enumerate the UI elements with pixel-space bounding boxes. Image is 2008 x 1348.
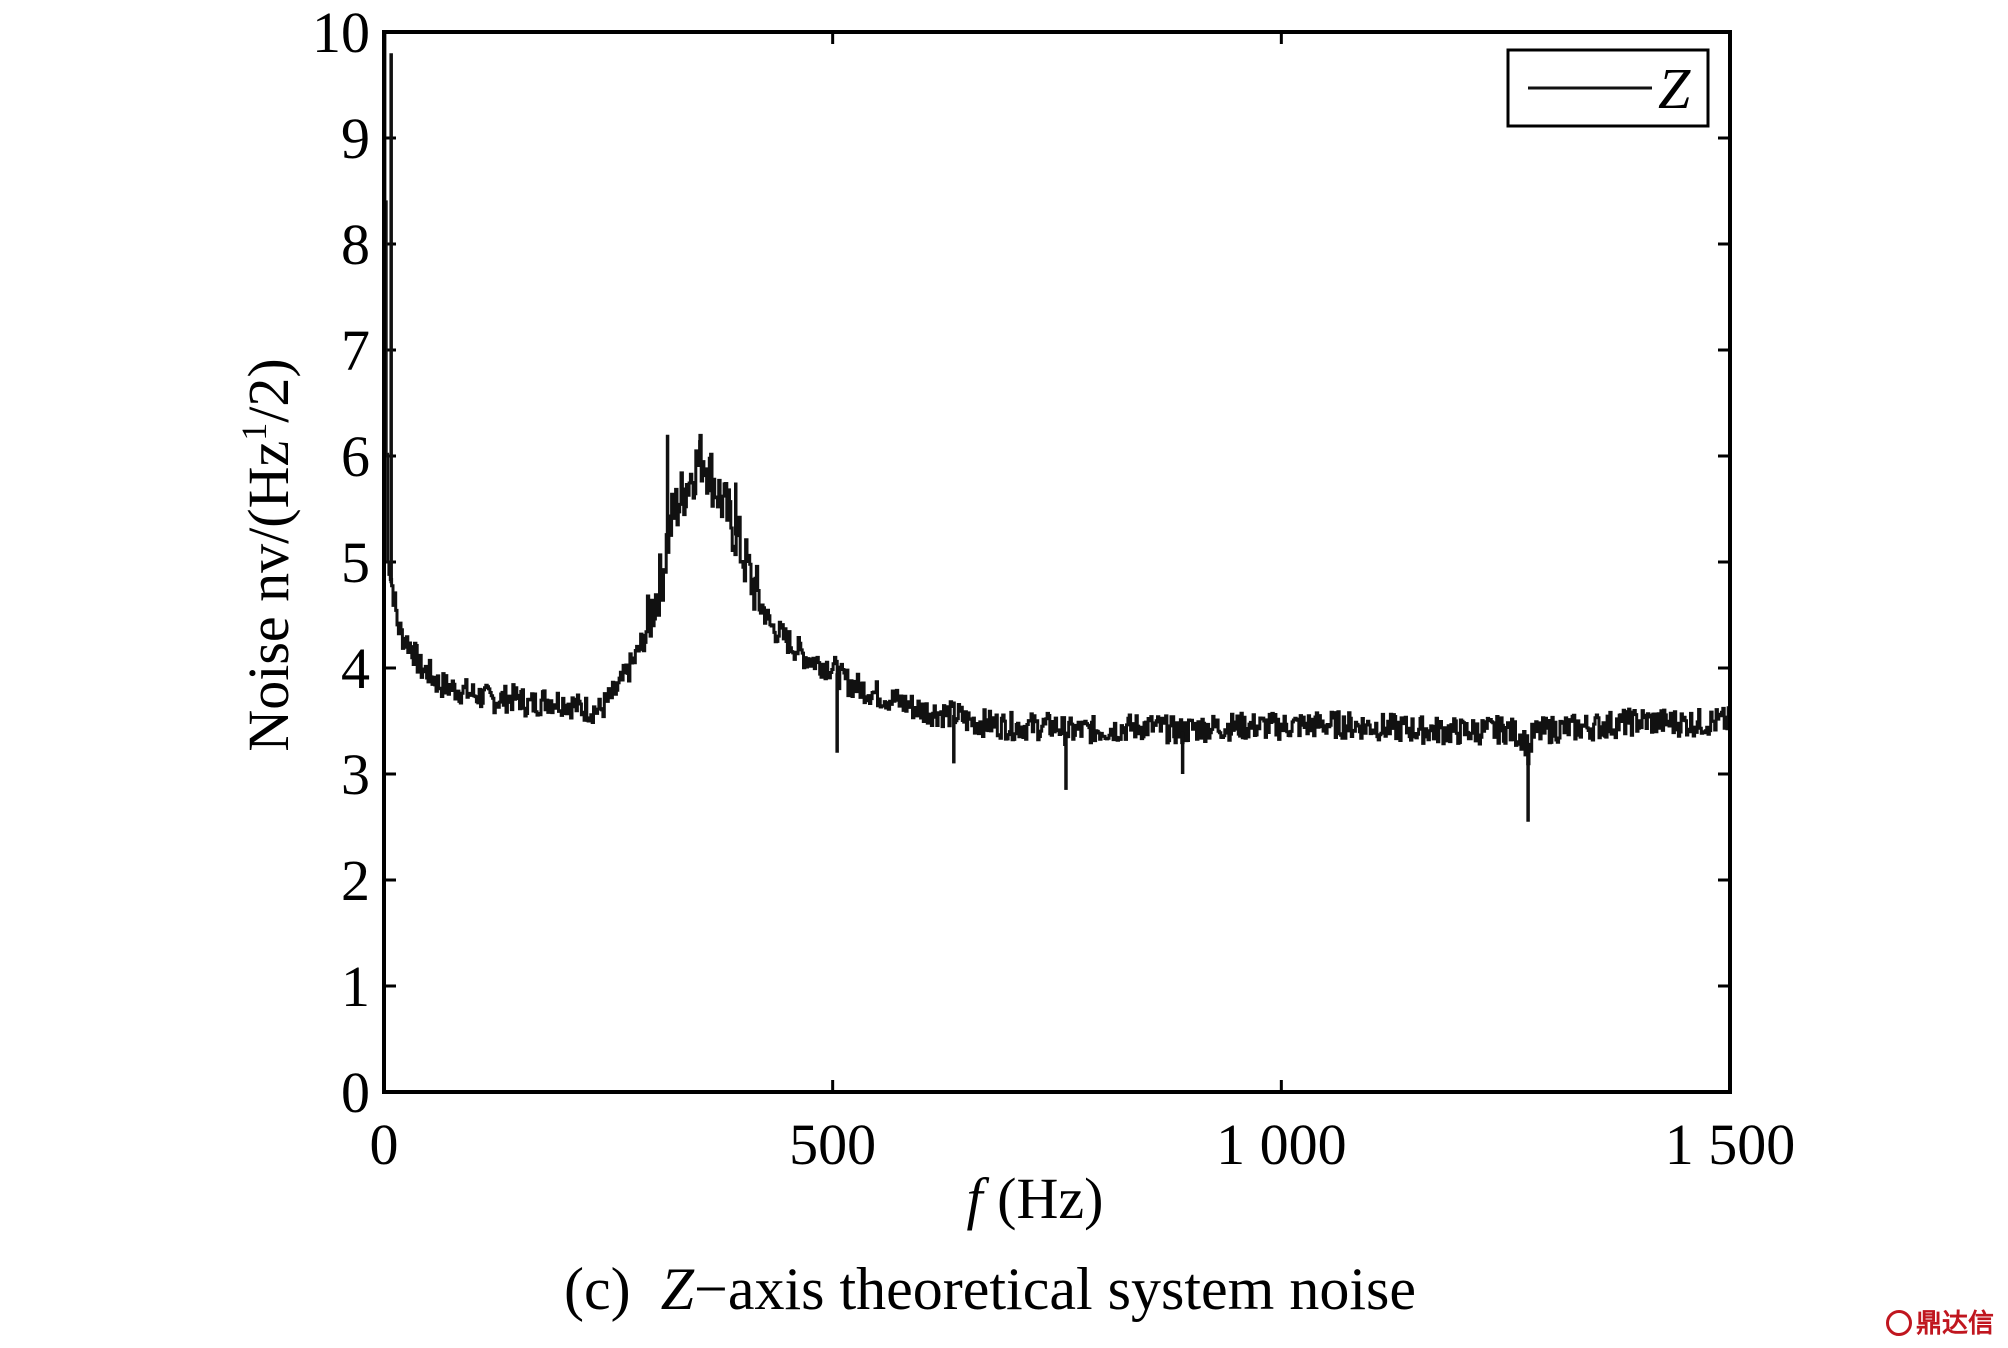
y-tick-label-3: 3 [341,742,370,807]
series-line-z [384,32,1730,766]
caption-axis: Z [660,1256,694,1322]
x-axis-unit: (Hz) [983,1166,1104,1231]
watermark-logo-icon [1885,1310,1912,1336]
caption-prefix: (c) [564,1256,661,1322]
legend: Z [1506,48,1710,128]
y-tick-label-1: 1 [341,954,370,1019]
plot-frame [382,30,1732,1094]
y-tick-label-0: 0 [341,1060,370,1125]
y-tick-label-9: 9 [341,106,370,171]
y-tick-label-6: 6 [341,424,370,489]
y-tick-label-7: 7 [341,318,370,383]
caption-text: −axis theoretical system noise [693,1256,1416,1322]
x-tick-label-0: 0 [370,1112,399,1177]
y-axis-title: Noise nv/(Hz1/2) [234,358,301,751]
series-layer [384,32,1730,822]
legend-label-z: Z [1658,56,1691,121]
x-tick-label-1000: 1 000 [1216,1112,1347,1177]
watermark-text: 鼎达信 [1915,1309,1994,1339]
x-tick-labels: 0 500 1 000 1 500 [370,1112,1796,1177]
y-tick-labels: 0 1 2 3 4 5 6 7 8 9 10 [312,0,370,1125]
axis-ticks [382,30,1732,1094]
y-tick-label-8: 8 [341,212,370,277]
watermark: 鼎达信 [1885,1303,1994,1340]
figure-caption: (c) Z−axis theoretical system noise [0,1255,1980,1324]
y-axis-title-sup: 1 [234,423,274,441]
x-axis-title: f (Hz) [967,1166,1104,1231]
y-tick-label-2: 2 [341,848,370,913]
y-tick-label-5: 5 [341,530,370,595]
y-tick-label-10: 10 [312,0,370,65]
y-tick-label-4: 4 [341,636,370,701]
y-axis-title-tail: /2) [236,358,301,422]
x-tick-label-500: 500 [789,1112,876,1177]
y-axis-title-main: Noise nv/(Hz [236,441,301,752]
x-tick-label-1500: 1 500 [1665,1112,1796,1177]
